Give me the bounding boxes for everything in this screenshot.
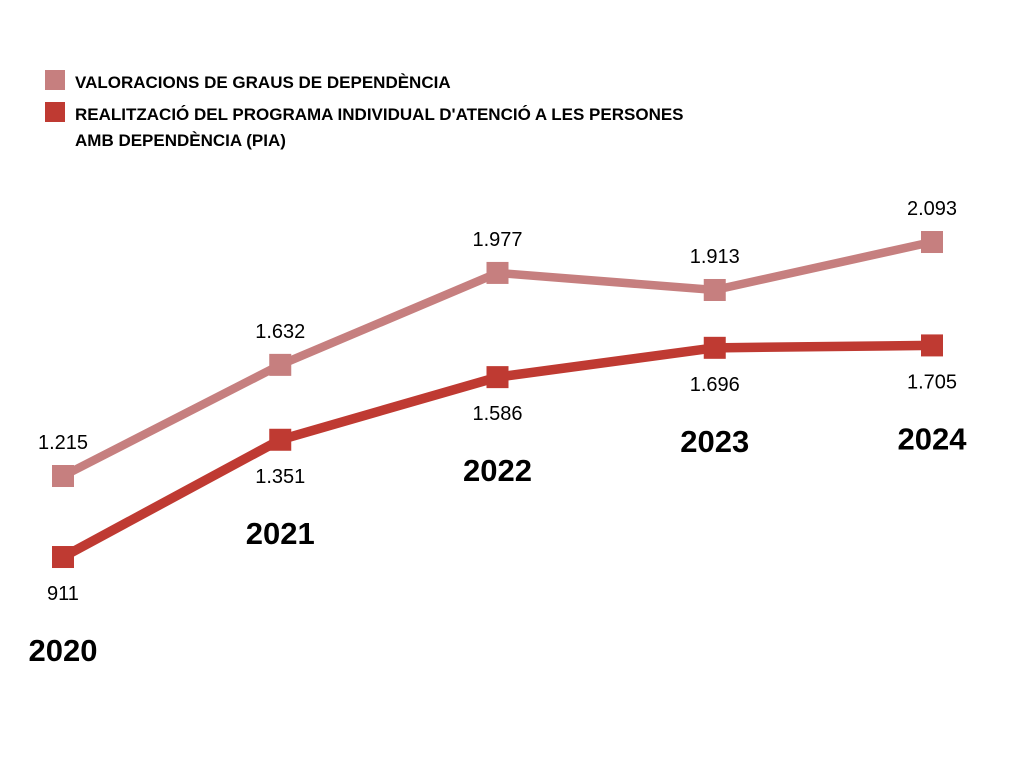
x-axis-year-label-2024: 2024 bbox=[898, 421, 968, 456]
x-axis-year-label-2022: 2022 bbox=[463, 453, 532, 488]
value-label-s1-2023: 1.696 bbox=[690, 374, 740, 396]
value-label-s0-2021: 1.632 bbox=[255, 321, 305, 343]
data-point-marker-s0-2020 bbox=[52, 465, 74, 488]
value-label-s1-2024: 1.705 bbox=[907, 371, 957, 393]
legend-label-valoracions: VALORACIONS DE GRAUS DE DEPENDÈNCIA bbox=[75, 73, 451, 92]
data-point-marker-s1-2020 bbox=[52, 546, 74, 569]
value-label-s1-2022: 1.586 bbox=[472, 403, 522, 425]
x-axis-year-label-2021: 2021 bbox=[246, 516, 315, 551]
legend-label-pia: REALITZACIÓ DEL PROGRAMA INDIVIDUAL D'AT… bbox=[75, 105, 684, 150]
data-point-marker-s0-2024 bbox=[921, 231, 943, 254]
data-point-marker-s1-2024 bbox=[921, 334, 943, 357]
value-label-s0-2020: 1.215 bbox=[38, 432, 88, 454]
legend-item-pia: REALITZACIÓ DEL PROGRAMA INDIVIDUAL D'AT… bbox=[45, 102, 715, 154]
x-axis-year-label-2020: 2020 bbox=[29, 633, 98, 668]
data-point-marker-s0-2022 bbox=[486, 261, 509, 284]
data-point-marker-s1-2023 bbox=[703, 336, 726, 359]
data-point-marker-s0-2023 bbox=[703, 278, 726, 301]
chart-legend: VALORACIONS DE GRAUS DE DEPENDÈNCIA REAL… bbox=[45, 70, 715, 160]
x-axis-year-label-2023: 2023 bbox=[680, 424, 749, 459]
data-point-marker-s1-2022 bbox=[486, 366, 509, 389]
legend-swatch-pia-icon bbox=[45, 102, 65, 122]
value-label-s0-2022: 1.977 bbox=[472, 229, 522, 251]
value-label-s1-2020: 911 bbox=[47, 583, 79, 605]
data-point-marker-s0-2021 bbox=[269, 353, 292, 376]
data-point-marker-s1-2021 bbox=[269, 428, 292, 451]
legend-item-valoracions: VALORACIONS DE GRAUS DE DEPENDÈNCIA bbox=[45, 70, 715, 96]
value-label-s1-2021: 1.351 bbox=[255, 466, 305, 488]
value-label-s0-2024: 2.093 bbox=[907, 198, 957, 220]
value-label-s0-2023: 1.913 bbox=[690, 246, 740, 268]
legend-swatch-valoracions-icon bbox=[45, 70, 65, 90]
